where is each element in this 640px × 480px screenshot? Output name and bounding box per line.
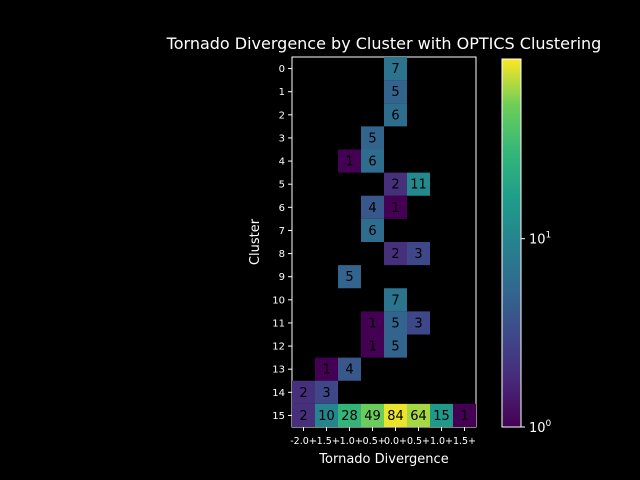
y-tick-label: 3 bbox=[279, 133, 285, 144]
heatmap-cell bbox=[315, 380, 338, 404]
y-tick-label: 14 bbox=[272, 388, 285, 399]
cell-value-label: 15 bbox=[433, 409, 450, 424]
x-tick-label: 0.0+ bbox=[384, 436, 407, 447]
cell-value-label: 4 bbox=[368, 201, 376, 216]
y-axis-label: Cluster bbox=[248, 218, 263, 265]
cell-value-label: 5 bbox=[391, 340, 399, 355]
cell-value-label: 5 bbox=[391, 85, 399, 100]
x-axis-label: Tornado Divergence bbox=[318, 452, 448, 467]
chart-title: Tornado Divergence by Cluster with OPTIC… bbox=[166, 34, 602, 53]
x-tick-label: 0.5+ bbox=[407, 436, 430, 447]
heatmap-cell bbox=[292, 403, 315, 427]
cell-value-label: 49 bbox=[364, 409, 381, 424]
heatmap-cell bbox=[384, 57, 407, 81]
x-axis-ticks: -2.0+-1.5+-1.0+-0.5+0.0+ 0.5+ 1.0+ 1.5+ bbox=[290, 427, 476, 447]
cell-value-label: 1 bbox=[368, 316, 376, 331]
cell-value-label: 1 bbox=[391, 201, 399, 216]
cell-value-label: 5 bbox=[391, 316, 399, 331]
heatmap-cell bbox=[407, 311, 430, 335]
x-tick-label: -1.5+ bbox=[313, 436, 340, 447]
heatmap-cell bbox=[384, 80, 407, 104]
heatmap-cell bbox=[338, 357, 361, 381]
cell-value-label: 2 bbox=[299, 409, 307, 424]
heatmap-cell bbox=[384, 334, 407, 358]
y-tick-label: 13 bbox=[272, 365, 285, 376]
heatmap-cell bbox=[338, 149, 361, 173]
heatmap-cell bbox=[338, 403, 361, 427]
cell-value-label: 64 bbox=[410, 409, 427, 424]
heatmap-cell bbox=[384, 242, 407, 266]
y-tick-label: 9 bbox=[279, 272, 285, 283]
heatmap-cell bbox=[361, 403, 384, 427]
cell-value-label: 7 bbox=[391, 62, 399, 77]
heatmap-cell bbox=[338, 265, 361, 289]
cell-value-label: 1 bbox=[368, 340, 376, 355]
heatmap-cell bbox=[384, 195, 407, 219]
cell-value-label: 11 bbox=[410, 178, 427, 193]
heatmap-cell bbox=[407, 172, 430, 196]
cell-value-label: 1 bbox=[460, 409, 468, 424]
y-tick-label: 11 bbox=[272, 318, 285, 329]
x-tick-label: -0.5+ bbox=[359, 436, 386, 447]
x-tick-label: 1.0+ bbox=[430, 436, 453, 447]
x-tick-label: 1.5+ bbox=[453, 436, 476, 447]
cell-value-label: 2 bbox=[391, 247, 399, 262]
cell-value-label: 2 bbox=[299, 386, 307, 401]
cell-value-label: 5 bbox=[345, 270, 353, 285]
cell-value-label: 84 bbox=[387, 409, 404, 424]
cell-value-label: 10 bbox=[318, 409, 335, 424]
x-tick-label: -1.0+ bbox=[336, 436, 363, 447]
heatmap-cell bbox=[384, 403, 407, 427]
x-tick-label: -2.0+ bbox=[290, 436, 317, 447]
cell-value-label: 1 bbox=[322, 363, 330, 378]
heatmap-cell bbox=[315, 357, 338, 381]
heatmap-cell bbox=[407, 242, 430, 266]
heatmap-cell bbox=[453, 403, 476, 427]
heatmap-cell bbox=[361, 311, 384, 335]
heatmap-cell bbox=[430, 403, 453, 427]
cell-value-label: 28 bbox=[341, 409, 358, 424]
cell-value-label: 6 bbox=[391, 108, 399, 123]
colorbar bbox=[501, 58, 522, 428]
y-tick-label: 7 bbox=[279, 226, 285, 237]
heatmap-cell bbox=[384, 103, 407, 127]
cell-value-label: 6 bbox=[368, 155, 376, 170]
cell-value-label: 3 bbox=[414, 316, 422, 331]
colorbar-tick-label: 101 bbox=[529, 231, 551, 248]
cell-value-label: 4 bbox=[345, 363, 353, 378]
y-tick-label: 2 bbox=[279, 110, 285, 121]
y-tick-label: 10 bbox=[272, 295, 285, 306]
colorbar-ticks: 100 101 bbox=[521, 231, 552, 436]
cell-value-label: 2 bbox=[391, 178, 399, 193]
heatmap-cell bbox=[361, 126, 384, 150]
y-tick-label: 5 bbox=[279, 180, 285, 191]
y-tick-label: 4 bbox=[279, 157, 285, 168]
cell-value-label: 3 bbox=[322, 386, 330, 401]
heatmap-cell bbox=[361, 149, 384, 173]
heatmap-cell bbox=[292, 380, 315, 404]
y-tick-label: 15 bbox=[272, 411, 285, 422]
heatmap-cell bbox=[361, 218, 384, 242]
y-tick-label: 0 bbox=[279, 64, 285, 75]
cell-value-label: 5 bbox=[368, 131, 376, 146]
y-tick-label: 6 bbox=[279, 203, 285, 214]
heatmap-cell bbox=[384, 288, 407, 312]
heatmap-cell bbox=[407, 403, 430, 427]
colorbar-tick-label: 100 bbox=[529, 419, 552, 436]
cell-value-label: 7 bbox=[391, 293, 399, 308]
heatmap-cell bbox=[361, 334, 384, 358]
cell-value-label: 3 bbox=[414, 247, 422, 262]
y-tick-label: 8 bbox=[279, 249, 285, 260]
y-tick-label: 1 bbox=[279, 87, 285, 98]
y-tick-label: 12 bbox=[272, 342, 285, 353]
heatmap-cell bbox=[384, 172, 407, 196]
cell-value-label: 6 bbox=[368, 224, 376, 239]
heatmap-cell bbox=[315, 403, 338, 427]
heatmap-cell bbox=[384, 311, 407, 335]
cell-value-label: 1 bbox=[345, 155, 353, 170]
heatmap-cell bbox=[361, 195, 384, 219]
